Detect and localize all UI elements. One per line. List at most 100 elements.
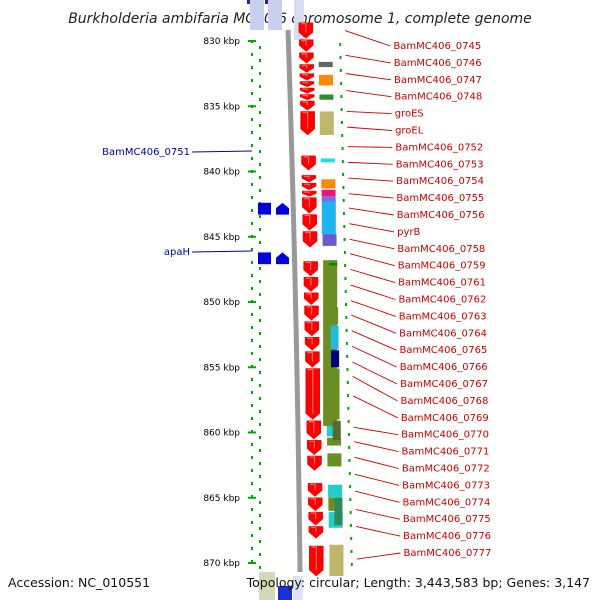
guide-dot — [251, 469, 253, 472]
guide-dot — [259, 514, 261, 517]
axis-tick-label: 855 kbp — [203, 363, 240, 373]
guide-dot — [340, 121, 343, 124]
forward-gene-highlight — [305, 231, 311, 242]
gene-label[interactable]: BamMC406_0766 — [400, 362, 488, 373]
guide-dot — [251, 456, 253, 459]
guide-dot — [259, 306, 261, 309]
guide-dot — [348, 459, 351, 462]
gene-label[interactable]: BamMC406_0761 — [398, 278, 486, 289]
gene-label[interactable]: BamMC406_0755 — [396, 193, 484, 204]
gene-label[interactable]: BamMC406_0751 — [102, 147, 190, 158]
gene-label[interactable]: BamMC406_0763 — [399, 311, 487, 322]
gene-function-blocks — [318, 61, 344, 577]
gene-label[interactable]: BamMC406_0747 — [394, 75, 482, 86]
label-leader-line — [354, 456, 399, 469]
label-leader-line — [348, 177, 394, 182]
guide-dot — [339, 69, 342, 72]
gene-label[interactable]: BamMC406_0771 — [401, 447, 489, 458]
function-block-inner — [329, 262, 338, 266]
gene-label[interactable]: BamMC406_0765 — [399, 345, 487, 356]
gene-label[interactable]: groES — [395, 109, 424, 120]
guide-dot — [339, 56, 342, 59]
guide-dot — [259, 488, 261, 491]
axis-tick-label: 860 kbp — [203, 429, 240, 439]
gene-label[interactable]: BamMC406_0754 — [396, 176, 484, 187]
guide-dot — [346, 368, 349, 371]
function-block-inner — [329, 260, 338, 305]
guide-dot — [251, 508, 253, 511]
gene-label[interactable]: BamMC406_0762 — [398, 295, 486, 306]
axis-tick-label: 870 kbp — [203, 559, 240, 569]
guide-dot — [259, 501, 261, 504]
function-block — [319, 111, 334, 135]
gene-label[interactable]: BamMC406_0758 — [397, 244, 485, 255]
guide-dot — [251, 560, 253, 563]
guide-dot — [259, 150, 261, 153]
guide-dot — [259, 280, 261, 283]
gene-label[interactable]: BamMC406_0772 — [402, 464, 490, 475]
guide-dot — [251, 53, 253, 56]
gene-label[interactable]: BamMC406_0776 — [403, 531, 491, 542]
forward-gene-highlight — [307, 337, 313, 345]
gene-label[interactable]: BamMC406_0768 — [400, 396, 488, 407]
gene-label[interactable]: BamMC406_0767 — [400, 379, 488, 390]
gene-label[interactable]: BamMC406_0745 — [393, 41, 481, 52]
gene-label[interactable]: BamMC406_0764 — [399, 328, 487, 339]
backbone-line — [285, 29, 303, 573]
gene-label[interactable]: BamMC406_0753 — [396, 159, 484, 170]
gene-label[interactable]: BamMC406_0773 — [402, 480, 490, 491]
gene-label[interactable]: BamMC406_0746 — [394, 58, 482, 69]
guide-dot — [344, 290, 347, 293]
adjacent-genes-offscreen-bottom — [259, 572, 303, 600]
forward-gene-highlight — [301, 53, 308, 58]
coordinate-axis: 830 kbp 835 kbp 840 kbp 845 kbp 850 kbp 855 k… — [203, 37, 256, 569]
label-leader-line — [355, 526, 401, 537]
forward-gene — [298, 39, 314, 52]
gene-label[interactable]: BamMC406_0775 — [403, 514, 491, 525]
guide-dot — [347, 420, 350, 423]
label-leader-line — [355, 490, 400, 503]
forward-gene — [300, 100, 315, 111]
function-block — [318, 61, 333, 68]
forward-gene-highlight — [308, 421, 315, 434]
guide-dot — [251, 547, 253, 550]
adjacent-genes-offscreen-top — [247, 0, 304, 40]
gene-label[interactable]: BamMC406_0759 — [398, 261, 486, 272]
chromosome-backbone — [285, 29, 303, 573]
gene-label[interactable]: BamMC406_0777 — [404, 548, 492, 559]
guide-dot — [251, 144, 253, 147]
function-block-inner — [331, 368, 340, 420]
guide-dot — [251, 157, 253, 160]
guide-dot — [259, 384, 261, 387]
guide-dot — [349, 511, 352, 514]
gene-label[interactable]: apaH — [164, 247, 190, 258]
guide-dot — [259, 319, 261, 322]
gene-label[interactable]: pyrB — [397, 227, 420, 238]
gene-label[interactable]: groEL — [395, 126, 424, 137]
guide-dot — [259, 449, 261, 452]
forward-gene-highlight — [310, 483, 316, 491]
axis-tick-label: 850 kbp — [203, 298, 240, 308]
gene-label[interactable]: BamMC406_0748 — [394, 92, 482, 103]
guide-dot — [346, 355, 349, 358]
guide-dot — [345, 342, 348, 345]
guide-dot — [342, 186, 345, 189]
forward-gene-highlight — [304, 214, 311, 225]
gene-label[interactable]: BamMC406_0756 — [397, 210, 485, 221]
gene-label[interactable]: BamMC406_0770 — [401, 430, 489, 441]
label-leader-line — [356, 552, 401, 560]
guide-dot — [259, 410, 261, 413]
gene-label[interactable]: BamMC406_0774 — [403, 497, 491, 508]
label-leader-line — [345, 73, 392, 81]
gene-label[interactable]: BamMC406_0769 — [401, 413, 489, 424]
function-block — [321, 189, 336, 197]
guide-dot — [259, 436, 261, 439]
gene-label[interactable]: BamMC406_0752 — [395, 142, 483, 153]
function-block — [327, 453, 342, 467]
forward-gene-highlight — [307, 351, 314, 362]
label-leader-line — [347, 161, 393, 165]
guide-dot — [259, 345, 261, 348]
guide-dot — [251, 274, 253, 277]
forward-gene-highlight — [311, 546, 317, 571]
